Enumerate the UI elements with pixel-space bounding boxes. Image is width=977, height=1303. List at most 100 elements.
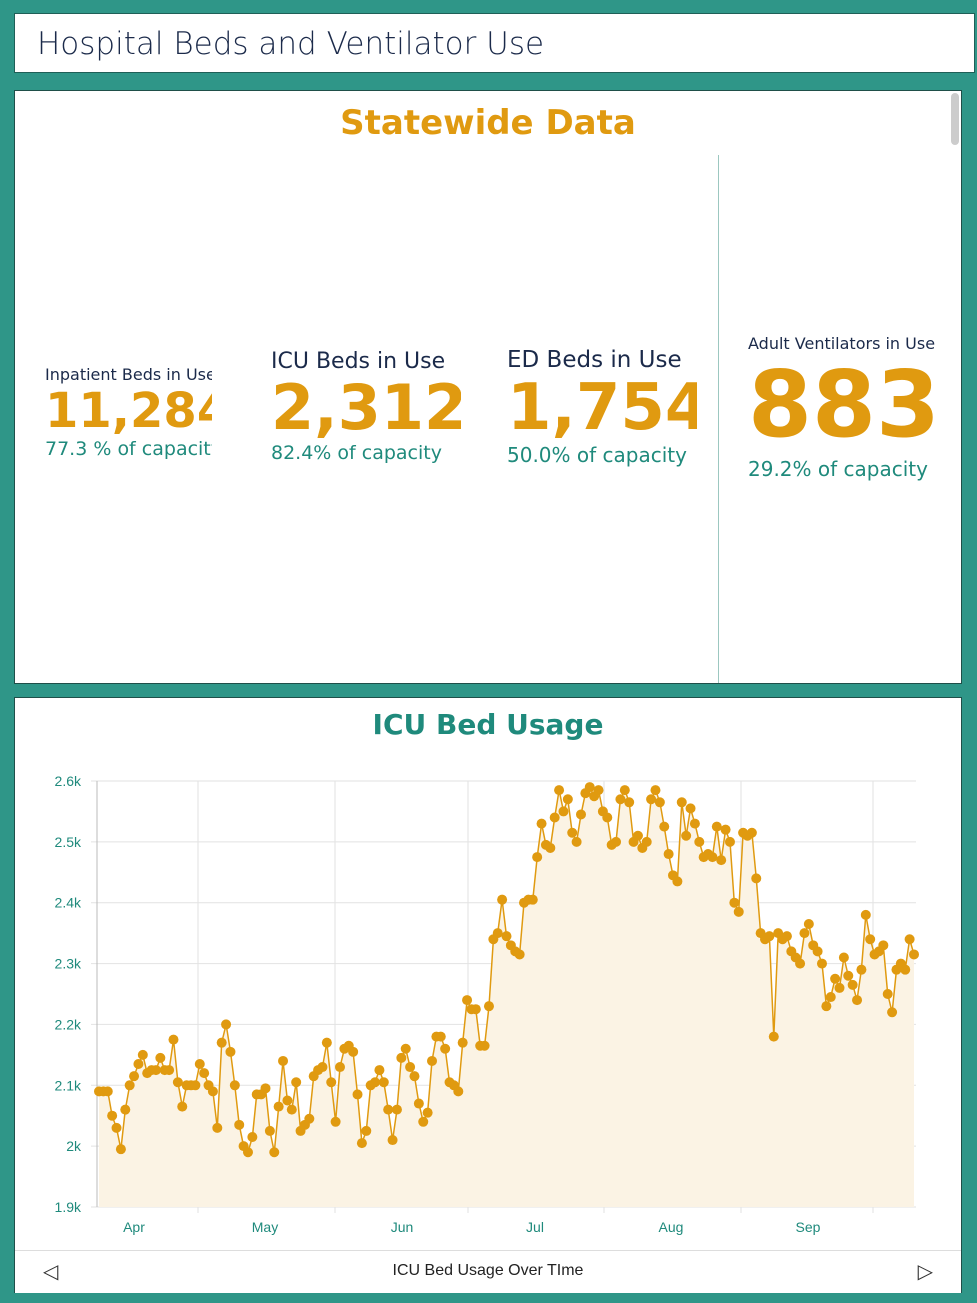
data-point — [242, 1147, 253, 1158]
data-point — [746, 827, 757, 838]
data-point — [615, 794, 626, 805]
triangle-right-icon[interactable]: ▷ — [917, 1261, 933, 1283]
data-point — [115, 1144, 126, 1155]
triangle-left-icon[interactable]: ◁ — [43, 1261, 59, 1283]
data-point — [909, 949, 919, 960]
data-point — [124, 1080, 135, 1091]
data-point — [457, 1037, 468, 1048]
data-point — [317, 1062, 328, 1073]
data-point — [221, 1019, 232, 1030]
data-point — [479, 1040, 490, 1051]
data-point — [646, 794, 657, 805]
data-point — [387, 1135, 398, 1146]
data-point — [234, 1119, 245, 1130]
data-point — [602, 812, 613, 823]
data-point — [641, 836, 652, 847]
kpi-capacity: 82.4% of capacity — [271, 442, 442, 464]
data-point — [435, 1031, 446, 1042]
data-point — [194, 1058, 205, 1069]
kpi-value: 883 — [748, 351, 941, 458]
data-point — [711, 821, 722, 832]
scrollbar[interactable] — [951, 93, 959, 145]
kpi-capacity: 50.0% of capacity — [507, 443, 687, 467]
data-point — [882, 989, 893, 999]
data-point — [102, 1086, 113, 1097]
data-point — [422, 1107, 433, 1118]
data-point — [396, 1052, 407, 1063]
x-tick-label: Sep — [796, 1219, 821, 1235]
data-point — [133, 1058, 144, 1069]
data-point — [440, 1043, 451, 1054]
data-point — [707, 852, 718, 863]
x-tick-label: Jul — [526, 1219, 544, 1235]
data-point — [716, 855, 727, 866]
kpi-ed: ED Beds in Use 1,754 50.0% of capacity — [507, 347, 697, 467]
data-point — [273, 1101, 284, 1112]
data-point — [137, 1049, 148, 1060]
data-point — [764, 931, 775, 942]
data-point — [729, 897, 740, 908]
data-point — [225, 1046, 236, 1057]
data-point — [584, 782, 595, 793]
data-point — [825, 992, 836, 1003]
data-point — [291, 1077, 302, 1088]
data-point — [856, 964, 867, 975]
data-point — [462, 995, 473, 1006]
data-point — [843, 970, 854, 981]
data-point — [781, 931, 792, 942]
kpi-icu: ICU Beds in Use 2,312 82.4% of capacity — [271, 349, 461, 464]
x-tick-label: May — [252, 1219, 278, 1235]
data-point — [632, 830, 643, 841]
kpi-ventilators: Adult Ventilators in Use 883 29.2% of ca… — [748, 334, 948, 481]
y-tick-label: 1.9k — [55, 1199, 82, 1215]
data-point — [812, 946, 823, 957]
kpi-label: ED Beds in Use — [507, 347, 682, 373]
statewide-title: Statewide Data — [340, 103, 636, 143]
data-point — [768, 1031, 779, 1042]
x-tick-label: Jun — [391, 1219, 414, 1235]
data-point — [720, 824, 731, 835]
kpi-value: 2,312 — [271, 371, 461, 444]
data-point — [370, 1077, 381, 1088]
data-point — [120, 1104, 131, 1115]
data-point — [304, 1113, 315, 1124]
y-tick-label: 2k — [66, 1138, 82, 1154]
kpi-value: 11,284 — [45, 383, 212, 439]
data-point — [247, 1132, 258, 1143]
data-point — [834, 982, 845, 993]
data-point — [269, 1147, 280, 1158]
data-point — [321, 1037, 332, 1048]
data-point — [593, 785, 604, 796]
data-point — [624, 797, 635, 808]
chart-title: ICU Bed Usage — [372, 708, 604, 741]
data-point — [483, 1001, 494, 1012]
data-point — [352, 1089, 363, 1100]
data-point — [278, 1055, 289, 1066]
data-point — [229, 1080, 240, 1091]
data-point — [405, 1062, 416, 1073]
data-point — [427, 1055, 438, 1066]
y-tick-label: 2.6k — [55, 773, 82, 789]
data-point — [282, 1095, 293, 1106]
data-point — [650, 785, 661, 796]
data-point — [330, 1116, 341, 1127]
kpi-label: Inpatient Beds in Use — [45, 365, 212, 384]
data-point — [803, 919, 814, 930]
data-point — [212, 1122, 223, 1133]
data-point — [878, 940, 889, 951]
footer-title: ICU Bed Usage Over TIme — [392, 1262, 584, 1279]
data-point — [492, 928, 503, 939]
data-point — [383, 1104, 394, 1115]
kpi-capacity: 29.2% of capacity — [748, 457, 928, 481]
data-point — [501, 931, 512, 942]
data-point — [264, 1125, 275, 1136]
data-point — [378, 1077, 389, 1088]
data-point — [821, 1001, 832, 1012]
data-point — [164, 1065, 175, 1076]
data-point — [838, 952, 849, 963]
data-point — [681, 830, 692, 841]
data-point — [562, 794, 573, 805]
x-tick-label: Aug — [659, 1219, 684, 1235]
statewide-panel: Statewide Data Inpatient Beds in Use 11,… — [14, 90, 962, 684]
